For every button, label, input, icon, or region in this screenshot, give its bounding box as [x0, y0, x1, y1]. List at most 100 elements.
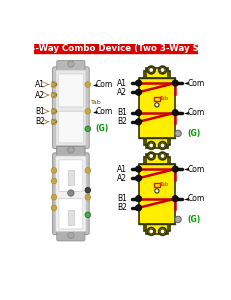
Bar: [153, 97, 159, 101]
Circle shape: [51, 194, 57, 200]
Polygon shape: [138, 71, 174, 145]
Text: (G): (G): [95, 124, 108, 134]
Circle shape: [135, 175, 141, 181]
Circle shape: [51, 92, 57, 98]
Bar: [145, 68, 167, 78]
Text: ◄: ◄: [93, 109, 97, 114]
Text: ◄: ◄: [184, 80, 188, 86]
Bar: [145, 224, 167, 233]
Circle shape: [85, 168, 90, 173]
Polygon shape: [138, 157, 174, 231]
Text: B2: B2: [117, 117, 127, 126]
Text: A1: A1: [117, 79, 127, 88]
Circle shape: [171, 80, 178, 86]
Bar: [34, 44, 197, 53]
FancyBboxPatch shape: [52, 67, 89, 148]
Bar: [68, 210, 73, 225]
Circle shape: [51, 205, 57, 211]
Circle shape: [85, 108, 90, 114]
Circle shape: [158, 142, 166, 149]
Circle shape: [174, 216, 180, 223]
Circle shape: [135, 196, 141, 202]
FancyBboxPatch shape: [55, 70, 86, 146]
FancyBboxPatch shape: [57, 230, 85, 241]
Text: (G): (G): [186, 215, 200, 224]
Text: B2: B2: [35, 117, 45, 126]
Text: B1: B1: [117, 194, 127, 203]
Circle shape: [171, 166, 178, 172]
Circle shape: [171, 110, 178, 116]
Circle shape: [154, 189, 158, 193]
Circle shape: [135, 80, 141, 86]
Circle shape: [51, 168, 57, 173]
Text: B1: B1: [117, 108, 127, 117]
FancyBboxPatch shape: [57, 146, 85, 158]
Circle shape: [147, 227, 155, 235]
FancyBboxPatch shape: [59, 199, 82, 229]
Circle shape: [159, 68, 164, 73]
Circle shape: [67, 146, 74, 152]
Circle shape: [85, 82, 90, 87]
FancyBboxPatch shape: [59, 160, 82, 192]
Circle shape: [171, 196, 178, 202]
Text: A1: A1: [35, 80, 45, 89]
Text: Tab: Tab: [90, 100, 101, 105]
Circle shape: [147, 152, 155, 160]
Text: A2: A2: [117, 174, 127, 183]
Circle shape: [148, 229, 153, 234]
Text: Com: Com: [187, 164, 204, 173]
Circle shape: [159, 143, 164, 148]
Text: Com: Com: [95, 107, 112, 116]
Text: A1: A1: [117, 164, 127, 173]
Circle shape: [135, 205, 141, 211]
Circle shape: [159, 154, 164, 158]
FancyBboxPatch shape: [52, 153, 89, 235]
Bar: [153, 183, 159, 188]
FancyBboxPatch shape: [58, 111, 83, 143]
Text: Double 3-Way Combo Device (Two 3-Way Switches): Double 3-Way Combo Device (Two 3-Way Swi…: [0, 44, 231, 53]
Text: Tab: Tab: [158, 182, 168, 187]
Circle shape: [67, 147, 74, 153]
Text: ◄: ◄: [184, 196, 188, 201]
Circle shape: [147, 66, 155, 74]
Bar: [68, 170, 73, 185]
Circle shape: [135, 166, 141, 172]
Circle shape: [135, 118, 141, 125]
Circle shape: [158, 152, 166, 160]
Circle shape: [148, 68, 153, 73]
Circle shape: [85, 188, 90, 193]
Circle shape: [154, 103, 158, 107]
Text: ◄: ◄: [184, 110, 188, 115]
Circle shape: [85, 194, 90, 200]
Circle shape: [85, 126, 90, 132]
Circle shape: [148, 154, 153, 158]
Circle shape: [135, 110, 141, 116]
Circle shape: [67, 61, 74, 67]
Circle shape: [158, 227, 166, 235]
Text: Com: Com: [95, 80, 112, 89]
Circle shape: [67, 232, 74, 239]
Circle shape: [51, 178, 57, 184]
Text: Tab: Tab: [158, 96, 168, 101]
Text: A2: A2: [117, 88, 127, 97]
Bar: [145, 154, 167, 164]
Circle shape: [174, 130, 180, 136]
Circle shape: [51, 82, 57, 87]
Text: Com: Com: [187, 108, 204, 117]
Text: B1: B1: [35, 107, 45, 116]
Text: B2: B2: [117, 203, 127, 212]
Circle shape: [51, 119, 57, 124]
FancyBboxPatch shape: [55, 156, 86, 231]
Circle shape: [158, 66, 166, 74]
Text: ◄: ◄: [93, 82, 97, 87]
Circle shape: [159, 229, 164, 234]
Circle shape: [135, 89, 141, 95]
Text: (G): (G): [186, 129, 200, 138]
Circle shape: [148, 143, 153, 148]
Text: Com: Com: [187, 79, 204, 88]
FancyBboxPatch shape: [57, 61, 85, 72]
Bar: [145, 138, 167, 148]
Text: Com: Com: [187, 194, 204, 203]
Circle shape: [51, 108, 57, 114]
Text: A2: A2: [35, 91, 45, 100]
